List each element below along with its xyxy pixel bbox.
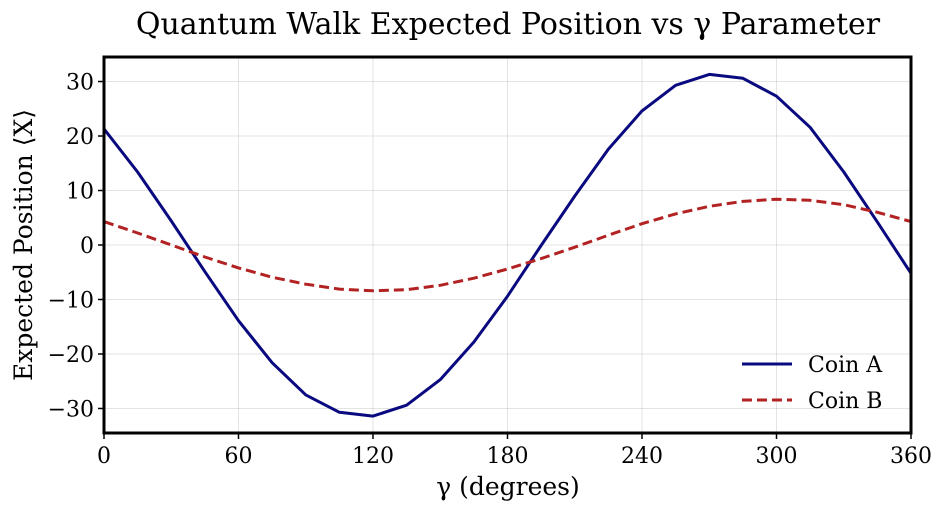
legend-label: Coin B bbox=[808, 389, 882, 414]
y-axis-label: Expected Position ⟨X⟩ bbox=[9, 109, 38, 381]
x-tick-label: 240 bbox=[621, 444, 663, 469]
y-tick-label: 10 bbox=[66, 180, 94, 205]
legend-label: Coin A bbox=[808, 353, 883, 378]
x-tick-label: 360 bbox=[890, 444, 932, 469]
chart-title: Quantum Walk Expected Position vs γ Para… bbox=[136, 7, 881, 42]
y-tick-label: 0 bbox=[80, 234, 94, 259]
legend: Coin A Coin B bbox=[742, 353, 883, 414]
x-tick-label: 0 bbox=[97, 444, 111, 469]
x-axis-label: γ (degrees) bbox=[436, 472, 580, 501]
series-line-coin-b bbox=[104, 197, 911, 293]
y-tick-label: 20 bbox=[66, 125, 94, 150]
x-tick-label: 120 bbox=[352, 444, 394, 469]
grid bbox=[103, 57, 912, 433]
x-tick-label: 300 bbox=[756, 444, 798, 469]
y-axis: −30 −20 −10 0 10 20 30 bbox=[48, 71, 104, 422]
y-tick-label: −20 bbox=[48, 343, 94, 368]
y-tick-label: −10 bbox=[48, 288, 94, 313]
x-tick-label: 60 bbox=[225, 444, 253, 469]
x-axis: 0 60 120 180 240 300 360 bbox=[97, 433, 932, 469]
y-tick-label: 30 bbox=[66, 71, 94, 96]
y-tick-label: −30 bbox=[48, 397, 94, 422]
plot-area bbox=[104, 72, 911, 418]
series-line-coin-a bbox=[104, 72, 911, 418]
x-tick-label: 180 bbox=[487, 444, 529, 469]
